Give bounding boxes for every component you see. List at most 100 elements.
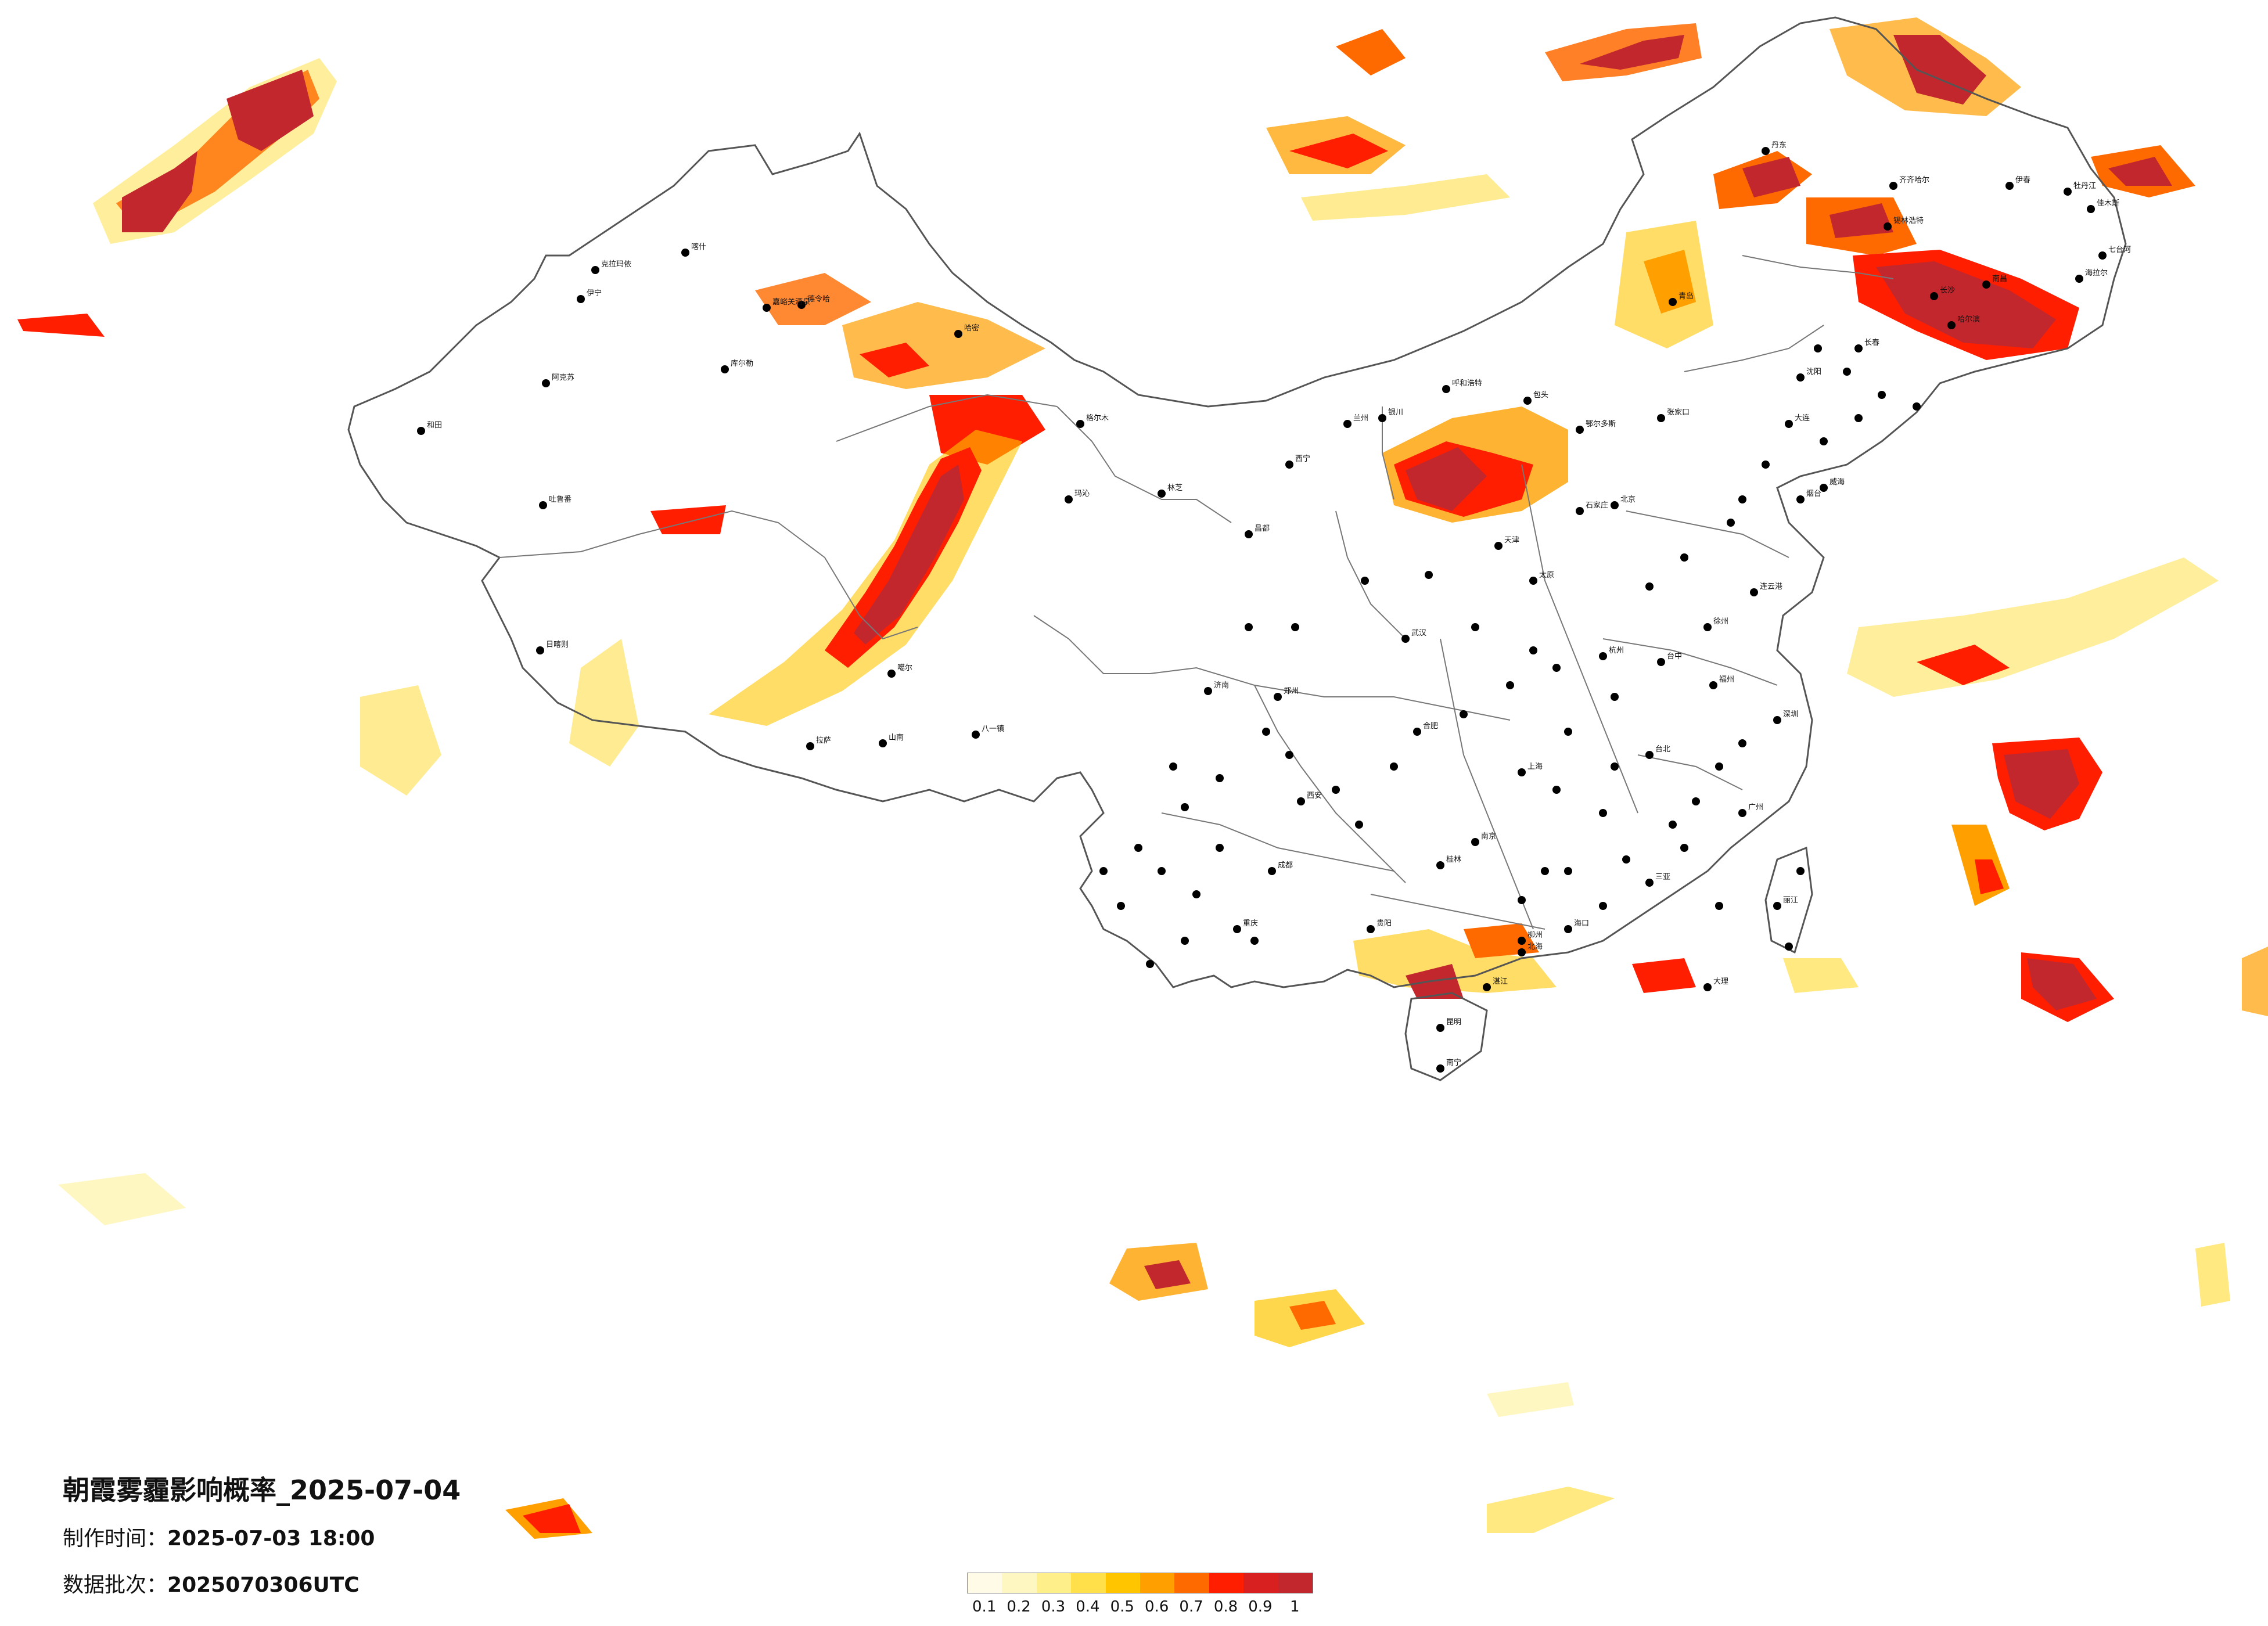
city-label: 武汉: [1411, 629, 1426, 638]
city-label: 合肥: [1423, 722, 1438, 731]
color-legend: [967, 1573, 1313, 1593]
city-marker: [1611, 693, 1619, 701]
city-marker: [1576, 507, 1584, 515]
city-marker: [1930, 292, 1938, 300]
city-marker: [1552, 664, 1561, 672]
city-label: 北京: [1620, 495, 1636, 504]
city-label: 大连: [1795, 413, 1810, 423]
city-marker: [1820, 484, 1828, 492]
city-label: 包头: [1533, 391, 1548, 400]
city-marker: [1518, 768, 1526, 776]
city-label: 齐齐哈尔: [1899, 175, 1929, 185]
city-label: 柳州: [1527, 931, 1543, 940]
city-label: 南京: [1481, 832, 1496, 841]
city-label: 西宁: [1295, 454, 1310, 463]
city-marker: [1576, 426, 1584, 434]
city-label: 噶尔: [897, 664, 912, 672]
city-label: 海拉尔: [2085, 269, 2108, 278]
city-label: 呼和浩特: [1452, 379, 1482, 388]
city-label: 伊宁: [587, 289, 602, 298]
city-marker: [1285, 461, 1293, 469]
city-marker: [1814, 344, 1822, 352]
legend-swatch: [1209, 1573, 1244, 1593]
city-marker: [1715, 762, 1723, 771]
city-marker: [1785, 420, 1793, 428]
city-marker: [1332, 786, 1340, 794]
city-label: 昆明: [1446, 1018, 1461, 1027]
city-label: 兰州: [1353, 414, 1368, 423]
city-marker: [1401, 635, 1410, 643]
city-label: 济南: [1214, 681, 1229, 690]
city-marker: [1245, 623, 1253, 631]
city-marker: [1611, 501, 1619, 509]
city-marker: [591, 266, 599, 274]
city-label: 嘉峪关酒泉: [772, 297, 810, 307]
city-marker: [1680, 844, 1688, 852]
city-label: 南宁: [1446, 1058, 1461, 1067]
city-marker: [1523, 397, 1532, 405]
city-marker: [1680, 553, 1688, 562]
city-marker: [1134, 844, 1142, 852]
city-label: 海口: [1574, 919, 1589, 928]
legend-swatch: [1174, 1573, 1209, 1593]
city-marker: [536, 646, 544, 654]
city-marker: [1738, 809, 1746, 817]
city-label: 林芝: [1167, 483, 1182, 492]
city-label: 广州: [1748, 803, 1763, 812]
made-time-value: 2025-07-03 18:00: [167, 1527, 375, 1551]
city-marker: [1913, 402, 1921, 411]
city-label: 杭州: [1609, 646, 1624, 655]
city-label: 德令哈: [807, 295, 830, 304]
city-marker: [1657, 414, 1665, 422]
city-marker: [1390, 762, 1398, 771]
city-marker: [1564, 867, 1572, 875]
city-marker: [1762, 147, 1770, 155]
made-time-label: 制作时间：: [63, 1527, 168, 1551]
city-marker: [1692, 797, 1700, 805]
city-marker: [1436, 1024, 1444, 1032]
city-marker: [1158, 867, 1166, 875]
city-label: 重庆: [1243, 919, 1258, 928]
city-marker: [1216, 844, 1224, 852]
city-markers: [417, 147, 2107, 1073]
city-label: 哈尔滨: [1957, 315, 1980, 324]
legend-tick: 1: [1290, 1598, 1300, 1616]
city-marker: [1425, 571, 1433, 579]
data-batch: 数据批次：2025070306UTC: [63, 1568, 360, 1598]
city-label: 连云港: [1760, 582, 1782, 591]
city-marker: [797, 301, 806, 309]
legend-tick: 0.4: [1076, 1598, 1100, 1616]
city-marker: [954, 330, 962, 338]
city-marker: [1506, 681, 1514, 689]
city-marker: [1529, 646, 1537, 654]
city-marker: [1181, 803, 1189, 811]
legend-ticks: 0.1 0.2 0.3 0.4 0.5 0.6 0.7 0.8 0.9 1: [953, 1598, 1327, 1618]
city-marker: [1367, 925, 1375, 933]
city-marker: [1854, 344, 1863, 352]
city-marker: [1599, 902, 1607, 910]
city-label: 北海: [1527, 942, 1543, 951]
city-marker: [1657, 658, 1665, 666]
city-label: 八一镇: [982, 725, 1004, 733]
city-marker: [1669, 298, 1677, 306]
city-label: 阿克苏: [552, 373, 574, 382]
city-label: 牡丹江: [2073, 182, 2096, 190]
city-marker: [1471, 838, 1479, 846]
city-marker: [1703, 623, 1712, 631]
city-marker: [542, 379, 550, 387]
city-marker: [1529, 577, 1537, 585]
city-label: 鄂尔多斯: [1586, 419, 1616, 429]
city-marker: [1727, 519, 1735, 527]
city-label: 丽江: [1783, 896, 1798, 905]
city-label: 长沙: [1940, 286, 1955, 295]
city-label: 台北: [1655, 745, 1670, 754]
city-marker: [1146, 960, 1154, 968]
city-label: 福州: [1719, 675, 1734, 684]
city-label: 喀什: [691, 242, 706, 251]
legend-tick: 0.9: [1248, 1598, 1273, 1616]
city-label: 库尔勒: [731, 359, 753, 368]
city-marker: [1483, 983, 1491, 991]
city-marker: [1738, 495, 1746, 503]
city-marker: [1889, 182, 1897, 190]
